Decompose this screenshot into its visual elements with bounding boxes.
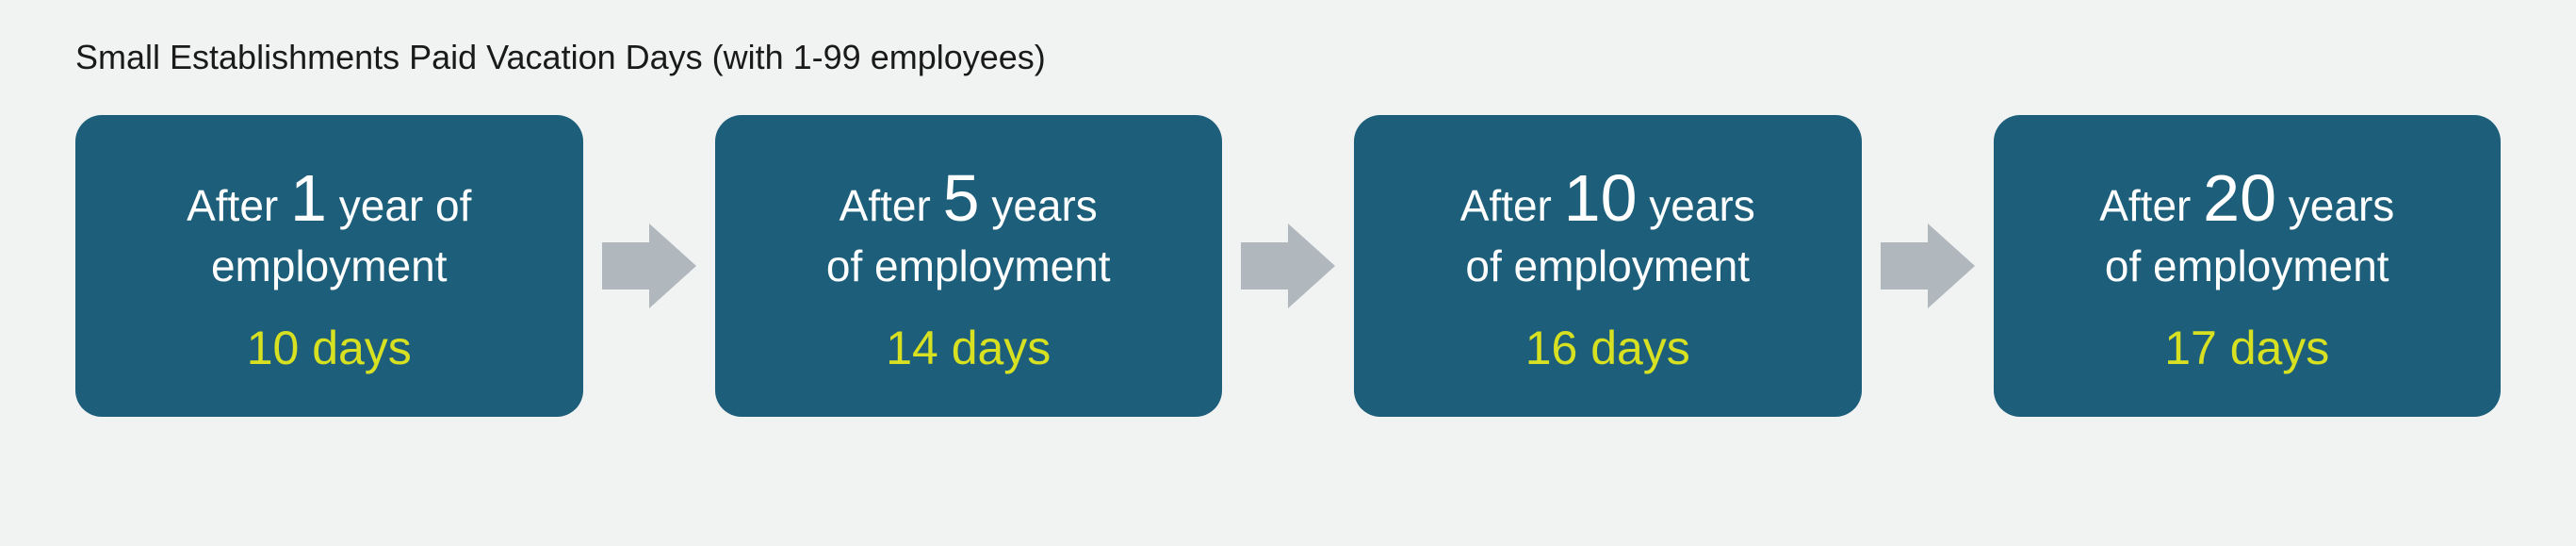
- card-years: 20: [2203, 161, 2276, 235]
- card-line-2: of employment: [2105, 240, 2389, 294]
- card-line-1: After 10 years: [1460, 157, 1755, 240]
- card-line-1: After 20 years: [2099, 157, 2394, 240]
- card-days: 14 days: [886, 321, 1051, 375]
- card-suffix: years: [2276, 181, 2394, 230]
- card-prefix: After: [187, 181, 290, 230]
- card-suffix: year of: [327, 181, 471, 230]
- card-line-1: After 1 year of: [187, 157, 471, 240]
- milestone-card: After 20 years of employment 17 days: [1994, 115, 2502, 417]
- card-line-1: After 5 years: [840, 157, 1098, 240]
- milestone-card: After 10 years of employment 16 days: [1354, 115, 1862, 417]
- card-line-2: of employment: [826, 240, 1111, 294]
- arrow-icon: [1881, 219, 1975, 313]
- card-suffix: years: [1638, 181, 1755, 230]
- card-line-2: employment: [211, 240, 448, 294]
- card-days: 10 days: [247, 321, 412, 375]
- arrow-icon: [602, 219, 696, 313]
- flow-container: After 1 year of employment 10 days After…: [75, 115, 2501, 417]
- card-prefix: After: [840, 181, 943, 230]
- card-days: 17 days: [2164, 321, 2329, 375]
- card-days: 16 days: [1525, 321, 1690, 375]
- card-prefix: After: [1460, 181, 1564, 230]
- card-line-2: of employment: [1465, 240, 1750, 294]
- milestone-card: After 1 year of employment 10 days: [75, 115, 583, 417]
- card-suffix: years: [980, 181, 1098, 230]
- card-prefix: After: [2099, 181, 2203, 230]
- card-years: 5: [943, 161, 980, 235]
- arrow-icon: [1241, 219, 1335, 313]
- milestone-card: After 5 years of employment 14 days: [715, 115, 1223, 417]
- card-years: 1: [290, 161, 327, 235]
- page-title: Small Establishments Paid Vacation Days …: [75, 38, 2501, 77]
- card-years: 10: [1564, 161, 1638, 235]
